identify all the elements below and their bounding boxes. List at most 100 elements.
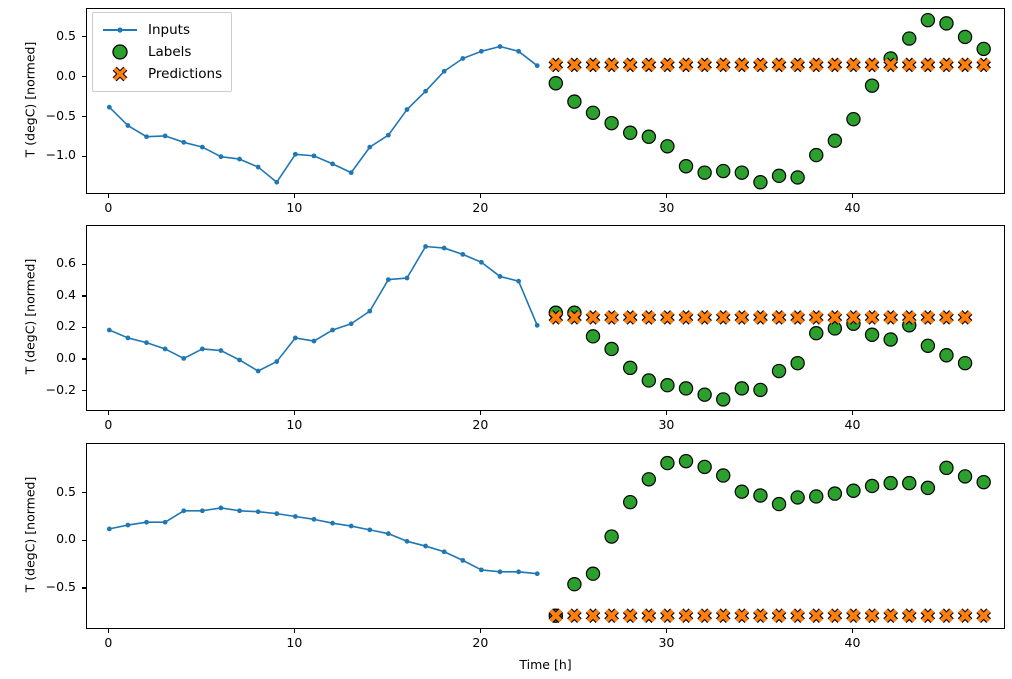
data-point-label [790,355,805,371]
data-point-label [976,41,991,57]
data-point-input [274,359,280,364]
data-point-input [125,522,131,528]
data-point-label [883,332,898,347]
x-tick-label: 20 [472,635,489,650]
data-point-prediction [957,608,973,624]
plot-area-2 [86,225,1005,411]
x-tick-label: 30 [658,417,675,432]
data-point-prediction [641,310,657,325]
data-point-label [864,327,880,342]
data-point-prediction [585,310,601,325]
data-point-label [716,163,731,179]
data-point-input [255,509,261,515]
data-point-prediction [585,57,601,73]
data-point-label [567,305,582,320]
data-point-prediction [920,310,936,325]
x-axis-label: Time [h] [519,657,572,672]
data-point-input [181,139,187,145]
data-point-prediction [808,608,824,624]
data-point-input [423,244,428,249]
data-point-input [367,308,373,314]
data-point-input [311,153,317,159]
y-tick-mark [82,326,86,329]
series-svg-2 [106,244,973,407]
data-point-input [162,133,168,139]
data-point-input [516,278,521,284]
data-point-prediction [808,57,824,73]
data-point-prediction [697,608,712,624]
data-point-input [125,123,131,128]
data-point-label [920,480,936,496]
data-point-prediction [585,608,601,624]
data-point-input [218,348,224,353]
series-svg-3 [106,453,992,624]
data-point-label [604,529,619,544]
data-point-label [716,468,731,483]
data-point-label [660,455,675,471]
x-tick-label: 40 [844,635,861,650]
y-tick-mark [82,263,86,265]
data-point-input [144,134,149,140]
data-point-prediction [864,57,880,73]
data-point-input [125,335,131,341]
data-point-label [697,165,712,180]
y-axis-label: T (degC) [normed] [22,41,38,158]
data-point-prediction [957,310,973,325]
y-axis-label: T (degC) [normed] [22,258,38,375]
x-tick-mark [479,194,481,198]
y-tick-mark [82,155,86,158]
y-tick-label: 0.5 [56,483,76,499]
data-point-label [697,459,712,475]
data-point-label [902,475,917,491]
data-point-label [883,51,898,66]
data-point-label [790,490,805,505]
data-point-label [864,78,880,93]
legend-label-inputs: Inputs [148,22,190,38]
data-point-prediction [678,608,694,624]
data-point-label [678,453,694,469]
data-point-input [385,277,391,282]
legend-entry-inputs: Inputs [101,19,222,41]
x-tick-mark [293,629,295,633]
data-point-input [162,519,168,525]
x-tick-label: 10 [286,200,303,215]
data-point-label [790,170,805,185]
data-point-input [255,164,261,170]
data-point-label [585,105,601,120]
data-point-label [678,381,694,396]
data-point-label [716,392,731,407]
data-point-input [237,156,242,162]
x-tick-label: 30 [658,200,675,215]
data-point-prediction [883,310,898,325]
data-point-prediction [771,608,787,624]
data-point-input [534,322,540,328]
data-point-input [460,56,466,61]
data-point-prediction [771,310,787,325]
data-point-label [604,115,619,131]
data-point-input [144,340,149,346]
data-point-input [348,170,354,176]
data-point-label [548,76,563,91]
x-tick-label: 10 [286,417,303,432]
x-tick-mark [107,194,109,198]
x-tick-mark [665,411,667,415]
x-tick-mark [665,194,667,198]
data-point-input [199,508,205,514]
data-point-label [567,577,582,592]
data-point-label [939,16,954,31]
data-point-prediction [957,57,973,73]
legend-label-predictions: Predictions [148,66,223,82]
data-point-label [902,318,917,333]
data-point-prediction [697,57,712,73]
y-tick-label: −0.2 [45,381,76,397]
data-point-prediction [827,57,843,73]
x-tick-mark [851,194,854,198]
x-tick-label: 40 [844,417,861,432]
data-point-prediction [939,608,954,624]
legend-x-icon [101,64,139,84]
data-point-label [809,147,824,163]
data-point-input [274,511,280,517]
chart-legend: Inputs Labels [92,12,233,92]
